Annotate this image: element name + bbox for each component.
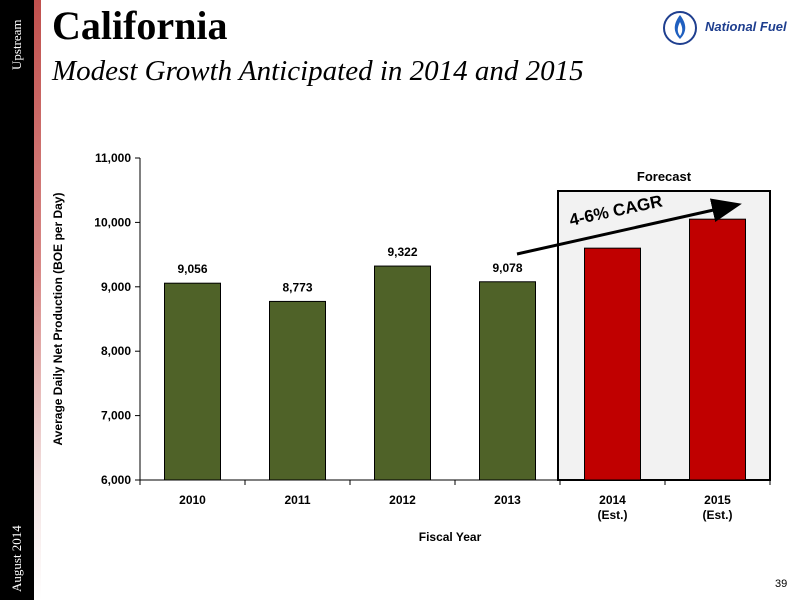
forecast-label: Forecast [637, 169, 692, 184]
y-tick-label: 7,000 [101, 409, 131, 423]
x-tick-label: 2012 [389, 493, 416, 507]
bar-2010 [164, 282, 221, 481]
x-tick-label: 2010 [179, 493, 206, 507]
y-axis-title: Average Daily Net Production (BOE per Da… [51, 193, 65, 446]
logo-text: National Fuel [705, 19, 787, 34]
page-number: 39 [775, 578, 788, 590]
bar-2012 [374, 265, 431, 481]
y-tick-label: 9,000 [101, 280, 131, 294]
bar-2015-est [689, 218, 746, 481]
x-tick-label: 2013 [494, 493, 521, 507]
y-tick-label: 8,000 [101, 344, 131, 358]
y-tick-label: 10,000 [94, 215, 131, 229]
side-accent-stripe [34, 0, 41, 600]
bar-2013 [479, 281, 536, 481]
flame-logo-icon [663, 11, 697, 45]
page-title: California [52, 3, 228, 48]
x-tick-label: 2015 (Est.) [703, 493, 733, 522]
data-label: 8,773 [282, 280, 312, 294]
bar-2011 [269, 300, 326, 481]
data-label: 9,078 [492, 261, 522, 275]
growth-arrow [516, 198, 742, 256]
x-tick-label: 2014 (Est.) [598, 493, 628, 522]
y-tick-label: 11,000 [95, 151, 131, 165]
bar-2014-est [584, 247, 641, 481]
page-subtitle: Modest Growth Anticipated in 2014 and 20… [52, 55, 584, 87]
side-bar [0, 0, 34, 600]
data-label: 9,322 [387, 245, 417, 259]
y-tick-label: 6,000 [101, 473, 131, 487]
x-tick-label: 2011 [284, 493, 310, 507]
company-logo: National Fuel [660, 10, 800, 46]
x-axis-title: Fiscal Year [419, 530, 482, 544]
data-label: 9,056 [177, 262, 207, 276]
